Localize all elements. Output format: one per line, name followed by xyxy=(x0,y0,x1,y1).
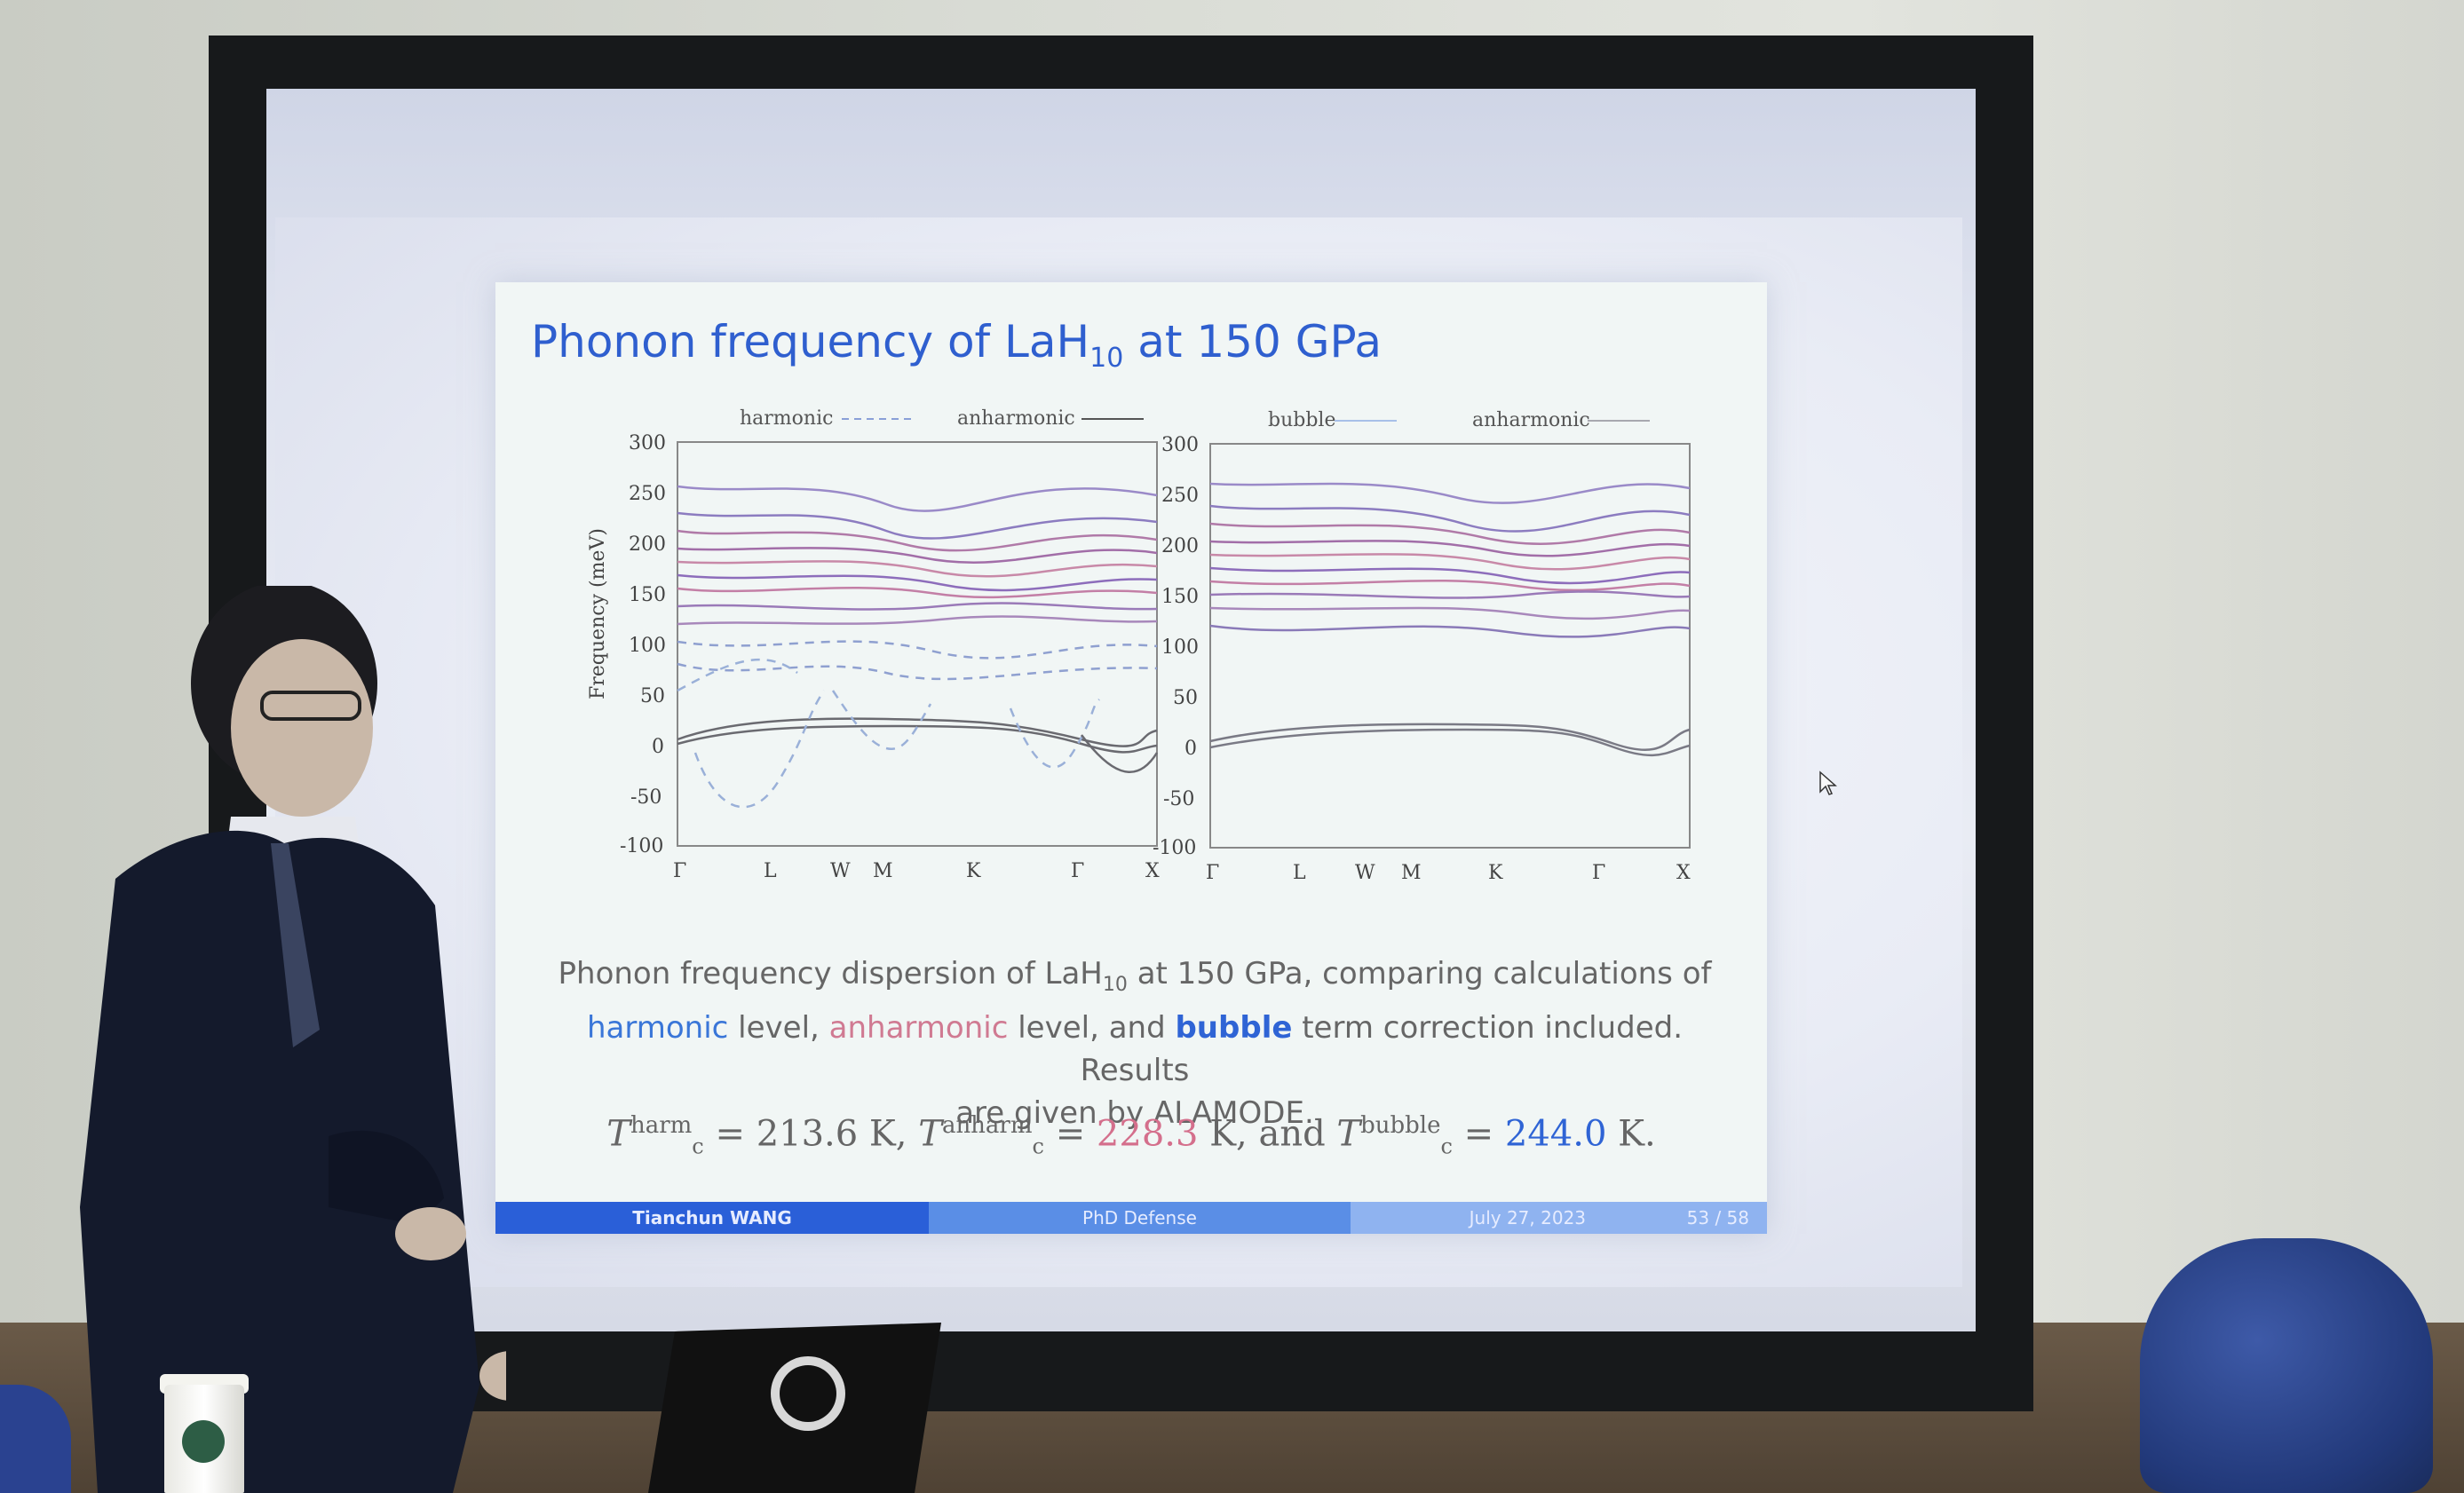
ytick: 300 xyxy=(629,432,666,454)
right-band-curves xyxy=(1209,482,1691,757)
coffee-cup-logo xyxy=(182,1420,225,1463)
slide-title: Phonon frequency of LaH10 at 150 GPa xyxy=(531,316,1382,374)
right-dispersion-plot: bubble anharmonic 300 250 200 150 100 50… xyxy=(1135,399,1703,884)
ytick: -50 xyxy=(630,786,662,809)
slide-footer: Tianchun WANG PhD Defense July 27, 2023 … xyxy=(495,1202,1767,1234)
xtick: X xyxy=(1145,860,1160,882)
y-axis-label: Frequency (meV) xyxy=(587,528,609,699)
xtick: Γ xyxy=(1071,860,1084,882)
footer-date-page: July 27, 2023 53 / 58 xyxy=(1351,1202,1767,1234)
mouse-cursor-icon xyxy=(1819,770,1837,795)
legend-bubble: bubble xyxy=(1268,409,1335,431)
xtick: Γ xyxy=(1592,862,1605,884)
ytick: 0 xyxy=(652,736,664,758)
ytick: 150 xyxy=(1161,586,1199,608)
xtick: X xyxy=(1676,862,1691,884)
plot-frame xyxy=(677,441,1158,847)
ytick: 250 xyxy=(629,483,666,505)
presentation-slide: Phonon frequency of LaH10 at 150 GPa har… xyxy=(495,282,1767,1234)
xtick: M xyxy=(873,860,893,882)
footer-event: PhD Defense xyxy=(929,1202,1351,1234)
xtick: M xyxy=(1401,862,1422,884)
left-dispersion-plot: harmonic anharmonic 300 250 200 150 100 … xyxy=(549,398,1160,882)
footer-author: Tianchun WANG xyxy=(495,1202,929,1234)
presenter xyxy=(80,586,506,1493)
footer-date: July 27, 2023 xyxy=(1469,1207,1587,1228)
figure-caption: Phonon frequency dispersion of LaH10 at … xyxy=(558,956,1712,1131)
xtick: L xyxy=(1293,862,1306,884)
xtick: K xyxy=(966,860,981,882)
legend-anharmonic: anharmonic xyxy=(1472,409,1590,431)
legend-anharmonic: anharmonic xyxy=(957,407,1075,430)
ytick: 200 xyxy=(1161,535,1199,557)
xtick: L xyxy=(764,860,777,882)
ytick: -100 xyxy=(1153,837,1196,859)
ytick: 50 xyxy=(1173,687,1198,709)
footer-page-number: 53 / 58 xyxy=(1686,1207,1749,1228)
chair xyxy=(2140,1238,2433,1493)
ytick: 100 xyxy=(629,635,666,657)
xtick: Γ xyxy=(1206,862,1219,884)
ytick: 0 xyxy=(1184,738,1197,760)
laptop xyxy=(648,1323,941,1493)
xtick: Γ xyxy=(673,860,686,882)
ytick: 250 xyxy=(1161,485,1199,507)
tc-formula: Tharmc = 213.6 K, Tanharmc = 228.3 K, an… xyxy=(606,1112,1656,1159)
xtick: W xyxy=(1355,862,1375,884)
ytick: -50 xyxy=(1163,788,1194,810)
legend-harmonic: harmonic xyxy=(740,407,833,430)
ytick: 100 xyxy=(1161,636,1199,659)
xtick: K xyxy=(1488,862,1503,884)
ytick: 50 xyxy=(640,685,665,707)
ytick: 300 xyxy=(1161,434,1199,456)
ytick: -100 xyxy=(620,835,663,857)
ytick: 200 xyxy=(629,533,666,556)
ytick: 150 xyxy=(629,584,666,606)
left-band-curves xyxy=(677,485,1159,809)
xtick: W xyxy=(830,860,851,882)
plot-frame xyxy=(1209,443,1691,849)
